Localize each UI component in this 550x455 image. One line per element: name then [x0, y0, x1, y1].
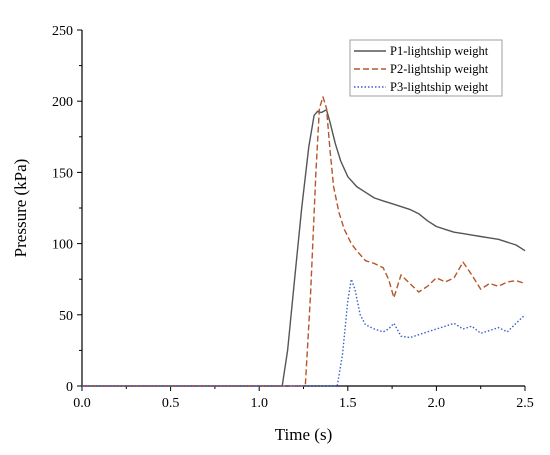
y-axis-label: Pressure (kPa) [11, 159, 30, 258]
x-tick-label: 2.0 [428, 396, 446, 411]
legend: P1-lightship weight P2-lightship weight … [349, 39, 503, 97]
x-ticks: 0.0 0.5 1.0 1.5 2.0 2.5 [73, 386, 534, 411]
y-tick-label: 100 [52, 238, 73, 253]
y-ticks: 0 50 100 150 200 250 [52, 24, 82, 395]
y-tick-label: 250 [52, 24, 73, 39]
x-tick-label: 0.5 [162, 396, 180, 411]
y-tick-label: 0 [66, 380, 73, 395]
x-tick-label: 1.5 [339, 396, 357, 411]
x-tick-label: 2.5 [516, 396, 534, 411]
series-line-p3 [82, 278, 526, 387]
series-line-p2 [82, 96, 526, 387]
y-tick-label: 50 [59, 309, 73, 324]
legend-label-p1: P1-lightship weight [390, 44, 489, 58]
series-line-p1 [82, 108, 526, 387]
series-layer [82, 96, 526, 387]
x-tick-label: 0.0 [73, 396, 91, 411]
x-axis-label: Time (s) [275, 425, 332, 444]
y-tick-label: 150 [52, 166, 73, 181]
legend-label-p2: P2-lightship weight [390, 62, 489, 76]
legend-label-p3: P3-lightship weight [390, 80, 489, 94]
y-tick-label: 200 [52, 95, 73, 110]
x-tick-label: 1.0 [250, 396, 268, 411]
